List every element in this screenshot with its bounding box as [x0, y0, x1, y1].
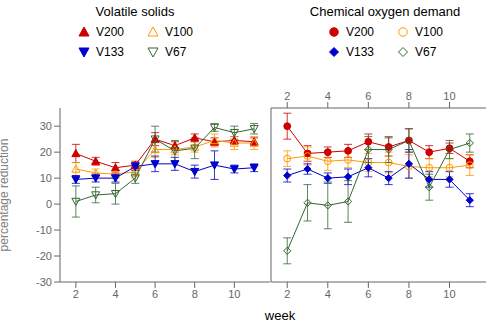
html-text:week: week — [264, 308, 296, 323]
svg-text:6: 6 — [365, 288, 371, 300]
html-text:Volatile solids: Volatile solids — [95, 4, 175, 19]
svg-text:-20: -20 — [36, 250, 52, 262]
svg-text:6: 6 — [365, 90, 371, 102]
svg-text:-30: -30 — [36, 276, 52, 288]
svg-text:2: 2 — [284, 288, 290, 300]
svg-text:2: 2 — [284, 90, 290, 102]
html-text:Chemical oxygen demand: Chemical oxygen demand — [309, 4, 461, 19]
svg-text:10: 10 — [228, 288, 240, 300]
svg-text:percentage reduction: percentage reduction — [8, 139, 11, 252]
svg-text:4: 4 — [112, 288, 118, 300]
html-text:V133: V133 — [346, 45, 374, 59]
svg-text:6: 6 — [152, 288, 158, 300]
html-text:V200: V200 — [346, 25, 374, 39]
svg-text:30: 30 — [40, 120, 52, 132]
svg-text:10: 10 — [443, 90, 455, 102]
html-text:V67: V67 — [415, 45, 437, 59]
html-text:V133: V133 — [96, 45, 124, 59]
svg-text:20: 20 — [40, 146, 52, 158]
svg-text:10: 10 — [443, 288, 455, 300]
svg-text:4: 4 — [325, 288, 331, 300]
svg-text:2: 2 — [73, 288, 79, 300]
svg-text:4: 4 — [325, 90, 331, 102]
svg-text:10: 10 — [40, 172, 52, 184]
html-text:V100: V100 — [165, 25, 193, 39]
html-text:V67: V67 — [165, 45, 187, 59]
html-text:V100: V100 — [415, 25, 443, 39]
svg-text:8: 8 — [406, 288, 412, 300]
html-text:V200: V200 — [96, 25, 124, 39]
svg-text:0: 0 — [46, 198, 52, 210]
svg-text:8: 8 — [406, 90, 412, 102]
svg-text:-10: -10 — [36, 224, 52, 236]
svg-text:8: 8 — [192, 288, 198, 300]
